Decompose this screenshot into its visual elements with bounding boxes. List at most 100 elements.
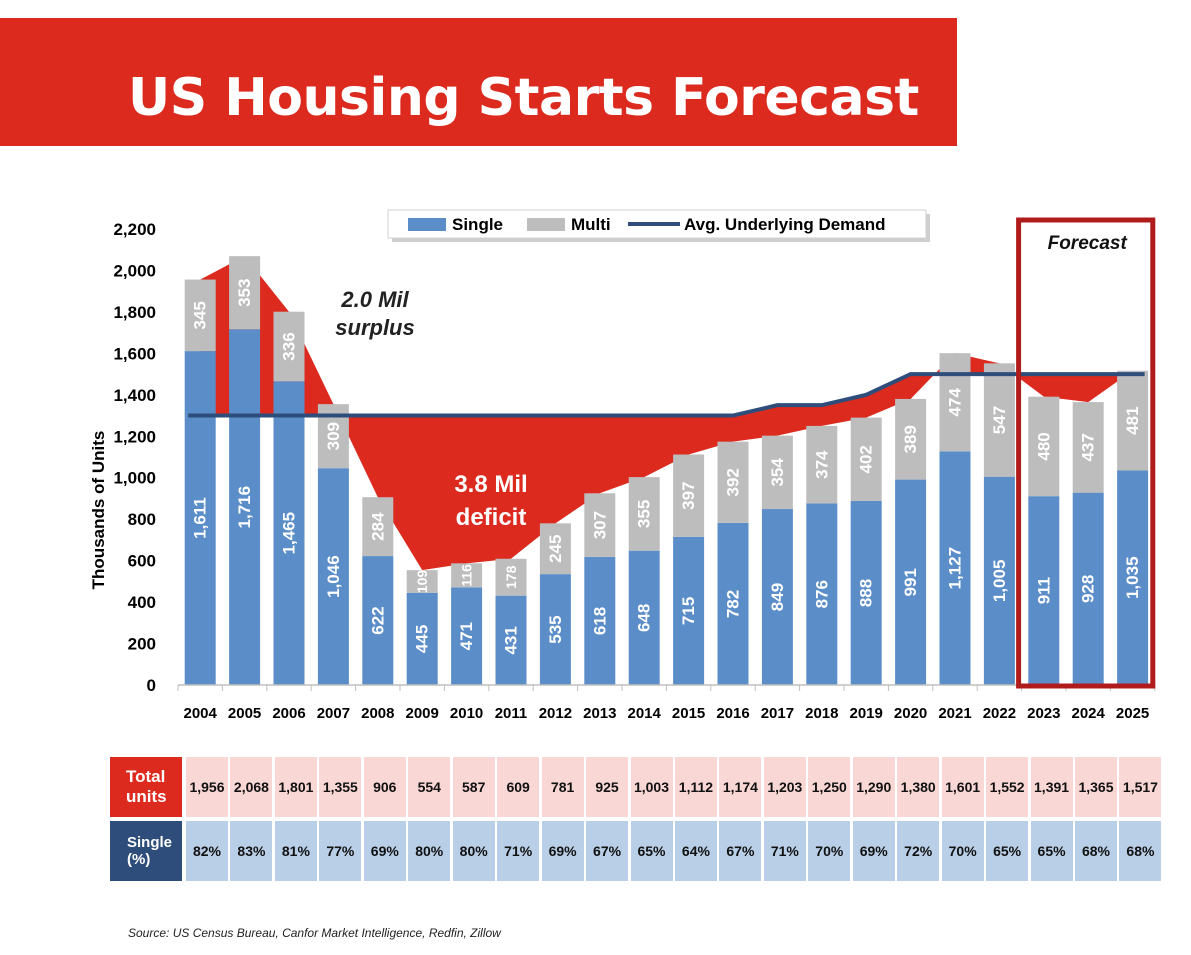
y-axis-label: Thousands of Units (89, 431, 108, 590)
bar-multi-2023 (1028, 396, 1060, 497)
bar-single-2006 (273, 381, 305, 685)
single-value-label-2006: 1,465 (280, 512, 299, 555)
bar-multi-2012 (539, 523, 571, 575)
title-banner: US Housing Starts Forecast (0, 18, 957, 146)
table-cell: 587 (452, 757, 495, 817)
single-value-label-2012: 535 (546, 615, 565, 643)
x-tick-label: 2022 (983, 705, 1016, 722)
table-cell: 2,068 (230, 757, 273, 817)
x-tick-label: 2007 (317, 705, 350, 722)
bar-multi-2020 (895, 398, 927, 480)
x-tick-label: 2023 (1027, 705, 1060, 722)
bar-multi-2019 (850, 417, 882, 501)
x-tick-label: 2020 (894, 705, 927, 722)
single-value-label-2010: 471 (457, 622, 476, 650)
bar-multi-2005 (229, 256, 261, 330)
bar-multi-2015 (673, 454, 705, 537)
table-cell: 1,003 (630, 757, 673, 817)
multi-value-label-2023: 480 (1034, 432, 1053, 460)
table-header-line: units (126, 787, 167, 806)
bar-single-2004 (184, 351, 216, 685)
y-tick-label: 400 (128, 593, 156, 612)
x-tick-label: 2010 (450, 705, 483, 722)
bar-single-2012 (539, 574, 571, 685)
surplus-annotation-line1: 2.0 Mil (340, 287, 409, 312)
table-cell: 1,601 (941, 757, 984, 817)
forecast-label: Forecast (1048, 233, 1128, 254)
table-cell: 71% (763, 821, 806, 881)
table-cell: 1,112 (674, 757, 717, 817)
bar-single-2011 (495, 595, 527, 685)
single-value-label-2004: 1,611 (191, 497, 210, 539)
multi-value-label-2005: 353 (235, 279, 254, 307)
table-cell: 1,956 (186, 757, 228, 817)
single-value-label-2020: 991 (901, 568, 920, 596)
x-tick-label: 2015 (672, 705, 705, 722)
table-cell: 554 (408, 757, 451, 817)
bar-single-2016 (717, 522, 749, 685)
bar-single-2017 (761, 509, 793, 685)
single-value-label-2007: 1,046 (324, 555, 343, 598)
x-tick-label: 2005 (228, 705, 261, 722)
multi-value-label-2006: 336 (280, 332, 299, 360)
surplus-annotation-line2: surplus (335, 315, 414, 340)
bar-single-2024 (1072, 492, 1104, 685)
multi-value-label-2022: 547 (990, 406, 1009, 434)
multi-value-label-2025: 481 (1123, 406, 1142, 434)
single-value-label-2014: 648 (635, 604, 654, 632)
single-value-label-2005: 1,716 (235, 486, 254, 529)
multi-value-label-2008: 284 (368, 512, 387, 541)
single-value-label-2019: 888 (857, 579, 876, 607)
single-value-label-2015: 715 (679, 597, 698, 625)
bar-multi-2018 (806, 425, 838, 504)
housing-starts-chart: 1,611 345 1,716 353 1,465 336 1,046 309 622 284 44… (89, 209, 1156, 722)
bar-multi-2011 (495, 558, 527, 596)
bar-multi-2006 (273, 311, 305, 382)
bar-single-2015 (673, 536, 705, 685)
table-cell: 72% (897, 821, 940, 881)
multi-value-label-2011: 178 (503, 565, 519, 589)
bar-multi-2024 (1072, 402, 1104, 493)
x-tick-label: 2013 (583, 705, 616, 722)
x-tick-label: 2009 (406, 705, 439, 722)
x-tick-label: 2019 (850, 705, 883, 722)
multi-value-label-2015: 397 (679, 481, 698, 509)
bar-single-2018 (806, 503, 838, 685)
table-cell: 1,203 (763, 757, 806, 817)
table-cell: 69% (363, 821, 406, 881)
single-value-label-2009: 445 (413, 625, 432, 653)
bar-multi-2025 (1117, 370, 1149, 471)
deficit-annotation-line1: 3.8 Mil (454, 471, 527, 498)
table-cell: 82% (186, 821, 228, 881)
legend-swatch-multi (527, 218, 565, 231)
deficit-annotation-line2: deficit (456, 504, 527, 531)
y-tick-label: 1,000 (113, 469, 156, 488)
bar-single-2009 (406, 592, 438, 685)
bar-multi-2016 (717, 441, 749, 523)
table-cell: 77% (319, 821, 362, 881)
table-cell: 65% (630, 821, 673, 881)
multi-value-label-2010: 116 (459, 564, 475, 587)
multi-value-label-2007: 309 (324, 422, 343, 450)
table-cell: 925 (586, 757, 629, 817)
single-value-label-2011: 431 (502, 626, 521, 654)
table-cell: 1,391 (1030, 757, 1073, 817)
single-value-label-2017: 849 (768, 583, 787, 611)
table-cell: 80% (452, 821, 495, 881)
multi-value-label-2012: 245 (546, 535, 565, 563)
y-tick-label: 600 (128, 552, 156, 571)
table-cell: 70% (941, 821, 984, 881)
single-value-label-2021: 1,127 (946, 547, 965, 590)
multi-value-label-2017: 354 (768, 458, 787, 487)
table-cell: 65% (986, 821, 1029, 881)
multi-value-label-2009: 109 (414, 570, 430, 594)
bar-single-2021 (939, 451, 971, 685)
bar-multi-2013 (584, 493, 616, 557)
single-value-label-2025: 1,035 (1123, 556, 1142, 599)
y-tick-label: 0 (147, 676, 156, 695)
table-cell: 67% (719, 821, 762, 881)
table-cell: 70% (808, 821, 851, 881)
table-cell: 68% (1119, 821, 1162, 881)
table-cell: 69% (852, 821, 895, 881)
table-cell: 83% (230, 821, 273, 881)
